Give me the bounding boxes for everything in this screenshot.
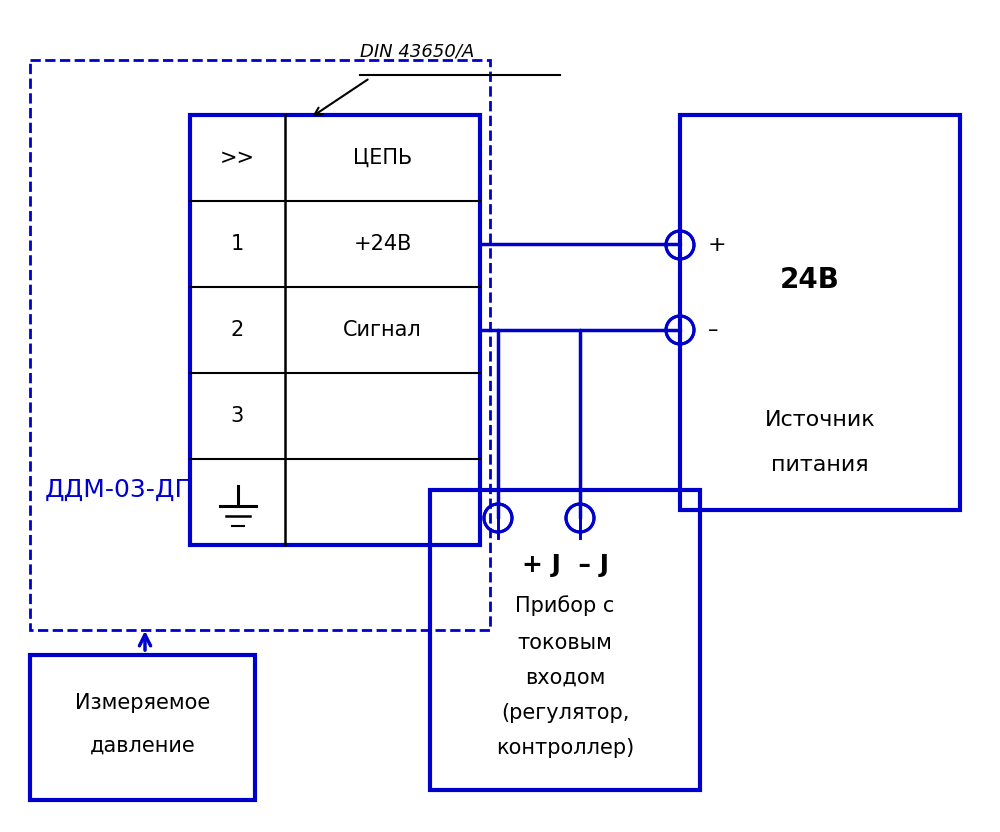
Text: ДДМ-03-ДГ: ДДМ-03-ДГ bbox=[45, 478, 191, 502]
Text: +: + bbox=[708, 235, 727, 255]
Text: входом: входом bbox=[525, 668, 605, 688]
Text: 24В: 24В bbox=[780, 266, 840, 294]
Text: Источник: Источник bbox=[765, 410, 875, 430]
Text: (регулятор,: (регулятор, bbox=[501, 703, 629, 723]
Text: контроллер): контроллер) bbox=[496, 738, 634, 758]
Text: Прибор с: Прибор с bbox=[515, 596, 615, 617]
Text: Измеряемое: Измеряемое bbox=[75, 693, 210, 713]
Text: 3: 3 bbox=[231, 406, 244, 426]
Text: >>: >> bbox=[220, 148, 255, 168]
Text: Сигнал: Сигнал bbox=[343, 320, 422, 340]
Text: 1: 1 bbox=[231, 234, 244, 254]
Text: –: – bbox=[708, 320, 718, 340]
Text: токовым: токовым bbox=[518, 633, 612, 653]
Text: давление: давление bbox=[90, 736, 195, 756]
Text: ЦЕПЬ: ЦЕПЬ bbox=[353, 148, 412, 168]
Text: + J  – J: + J – J bbox=[522, 553, 608, 577]
Text: +24В: +24В bbox=[353, 234, 412, 254]
Text: 2: 2 bbox=[231, 320, 244, 340]
Text: питания: питания bbox=[771, 455, 869, 475]
Text: DIN 43650/A: DIN 43650/A bbox=[360, 42, 474, 60]
